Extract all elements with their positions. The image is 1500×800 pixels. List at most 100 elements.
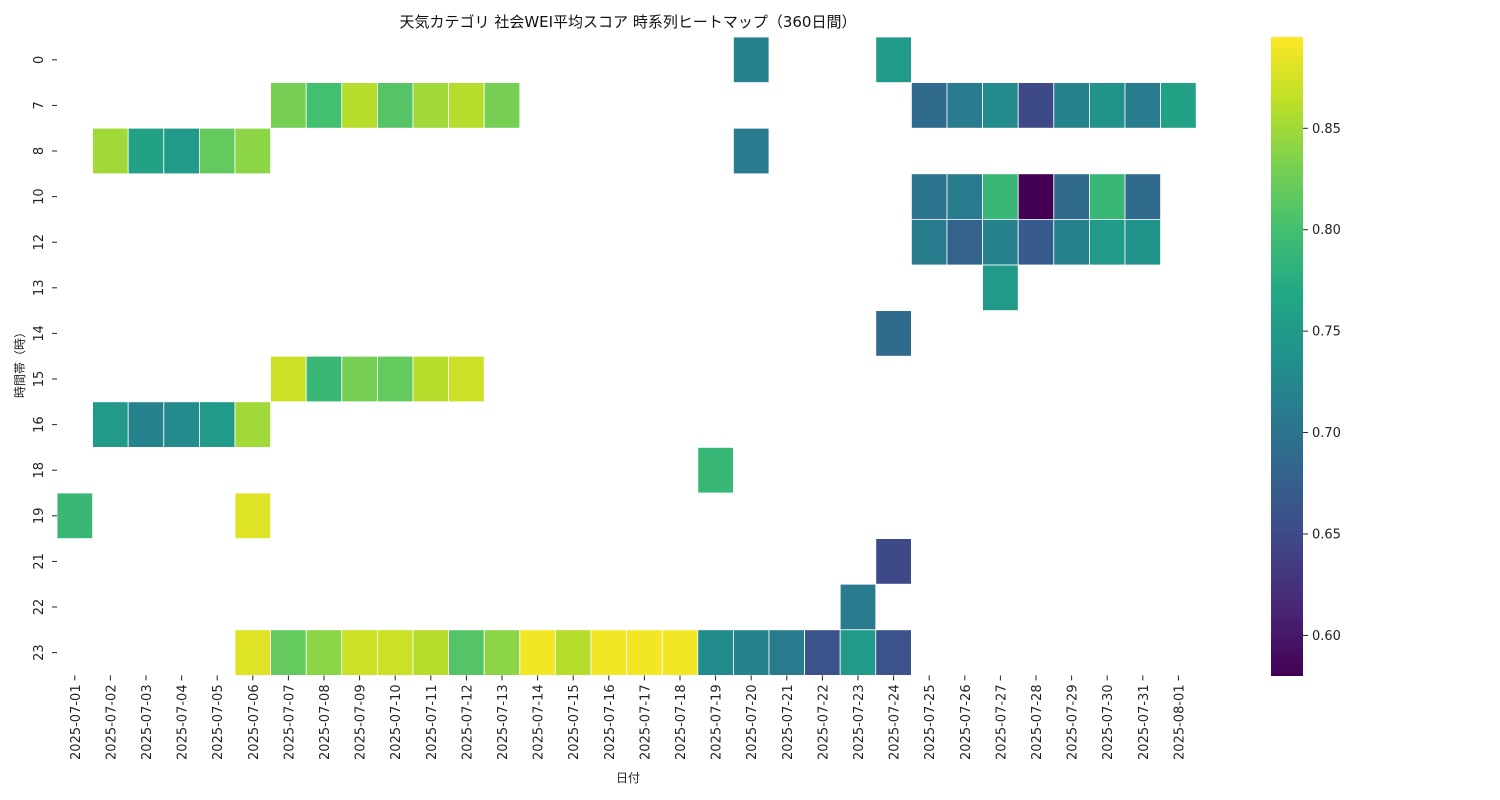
heatmap-cell: [127, 127, 165, 175]
heatmap-cell: [839, 583, 877, 631]
heatmap-cell: [1089, 82, 1126, 129]
heatmap-cell: [911, 218, 948, 266]
heatmap-cell: [590, 629, 627, 676]
y-tick-label: 10: [32, 188, 47, 205]
y-tick-label: 7: [32, 101, 47, 109]
heatmap-cell: [376, 629, 414, 676]
heatmap-cell: [234, 401, 271, 448]
heatmap-cell: [483, 82, 521, 129]
heatmap-cell: [305, 629, 343, 676]
x-tick-label: 2025-07-05: [211, 684, 226, 760]
heatmap-cell: [982, 82, 1019, 129]
colorbar-tick-label: 0.60: [1312, 629, 1341, 644]
heatmap-cell: [661, 629, 699, 676]
x-tick-label: 2025-07-18: [674, 684, 689, 760]
heatmap-cell: [839, 629, 877, 676]
heatmap-cell: [1017, 173, 1055, 220]
heatmap-cell: [198, 401, 236, 448]
y-axis-label: 時間帯（時）: [13, 326, 27, 398]
x-tick-label: 2025-07-01: [69, 684, 84, 760]
heatmap-cell: [519, 629, 556, 676]
x-tick-label: 2025-07-19: [710, 684, 725, 760]
heatmap-cell: [127, 401, 165, 448]
x-tick-label: 2025-07-31: [1137, 684, 1152, 760]
x-tick-label: 2025-07-10: [389, 684, 404, 760]
heatmap-cell: [234, 492, 271, 539]
heatmap-cell: [697, 629, 734, 676]
y-tick-label: 19: [32, 508, 47, 525]
heatmap-cell: [234, 629, 271, 676]
x-tick-label: 2025-07-22: [816, 684, 831, 760]
y-tick-label: 12: [32, 234, 47, 251]
x-tick-label: 2025-07-17: [638, 684, 653, 760]
heatmap-cell: [982, 264, 1019, 311]
heatmap-cell: [1053, 82, 1090, 129]
heatmap-cell: [875, 310, 912, 357]
heatmap-cell: [412, 629, 449, 676]
x-tick-label: 2025-07-08: [318, 684, 333, 760]
x-axis-label: 日付: [616, 771, 640, 785]
x-axis-ticks: 2025-07-01 2025-07-02 2025-07-03 2025-07-04…: [69, 675, 1187, 760]
y-tick-label: 0: [32, 56, 47, 64]
heatmap-cell: [56, 492, 93, 539]
x-tick-label: 2025-07-29: [1066, 684, 1081, 760]
heatmap-cell: [875, 538, 912, 585]
heatmap-cell: [946, 218, 983, 266]
heatmap-cell: [875, 629, 912, 676]
heatmap-cell: [270, 355, 307, 403]
x-tick-label: 2025-07-13: [496, 684, 511, 760]
colorbar-tick-label: 0.70: [1312, 426, 1341, 441]
x-tick-label: 2025-07-03: [140, 684, 155, 760]
x-tick-label: 2025-07-15: [567, 684, 582, 760]
y-tick-label: 21: [32, 553, 47, 570]
x-tick-label: 2025-07-26: [959, 684, 974, 760]
heatmap-cell: [92, 127, 129, 175]
heatmap-cell: [626, 629, 663, 676]
colorbar-tick-label: 0.85: [1312, 122, 1341, 137]
heatmap-cell: [1160, 82, 1197, 129]
x-tick-label: 2025-07-12: [460, 684, 475, 760]
heatmap-cell: [982, 173, 1019, 220]
heatmap-cell: [412, 355, 449, 403]
heatmap-cell: [448, 82, 485, 129]
heatmap-cell: [733, 127, 770, 175]
heatmap-cell: [946, 82, 983, 129]
heatmap-cell: [555, 629, 592, 676]
x-tick-label: 2025-07-28: [1030, 684, 1045, 760]
heatmap-cell: [946, 173, 983, 220]
x-tick-label: 2025-07-11: [425, 684, 440, 760]
y-tick-label: 23: [32, 644, 47, 661]
x-tick-label: 2025-07-02: [104, 684, 119, 760]
x-tick-label: 2025-07-25: [923, 684, 938, 760]
x-tick-label: 2025-07-20: [745, 684, 760, 760]
heatmap-cell: [1053, 173, 1090, 220]
heatmap-cell: [1124, 82, 1161, 129]
heatmap-cell: [875, 36, 912, 83]
heatmap-cell: [305, 355, 343, 403]
y-tick-label: 15: [32, 371, 47, 388]
y-tick-label: 13: [32, 280, 47, 297]
x-tick-label: 2025-08-01: [1172, 684, 1187, 760]
y-tick-label: 22: [32, 599, 47, 616]
heatmap-cell: [163, 401, 200, 448]
heatmap-cell: [733, 629, 770, 676]
heatmap-cell: [804, 629, 841, 676]
colorbar: [1271, 37, 1303, 676]
heatmap-cell: [1124, 173, 1161, 220]
x-tick-label: 2025-07-06: [247, 684, 262, 760]
colorbar-ticks: 0.60 0.65 0.70 0.75 0.80 0.85: [1303, 122, 1341, 644]
y-tick-label: 14: [32, 325, 47, 342]
heatmap-cell: [1053, 218, 1090, 266]
y-axis-ticks: 0 7 8 10 12 13 14 15 16 18 19 21 22 23: [32, 56, 57, 661]
x-tick-label: 2025-07-30: [1101, 684, 1116, 760]
heatmap-cell: [92, 401, 129, 448]
heatmap-cell: [1089, 218, 1126, 266]
heatmap-cell: [341, 355, 378, 403]
heatmap-cell: [1017, 218, 1055, 266]
heatmap-cell: [911, 173, 948, 220]
chart-title: 天気カテゴリ 社会WEI平均スコア 時系列ヒートマップ（360日間）: [400, 13, 857, 31]
heatmap-cell: [270, 629, 307, 676]
heatmap-cell: [733, 36, 770, 83]
heatmap-cell: [1124, 218, 1161, 266]
